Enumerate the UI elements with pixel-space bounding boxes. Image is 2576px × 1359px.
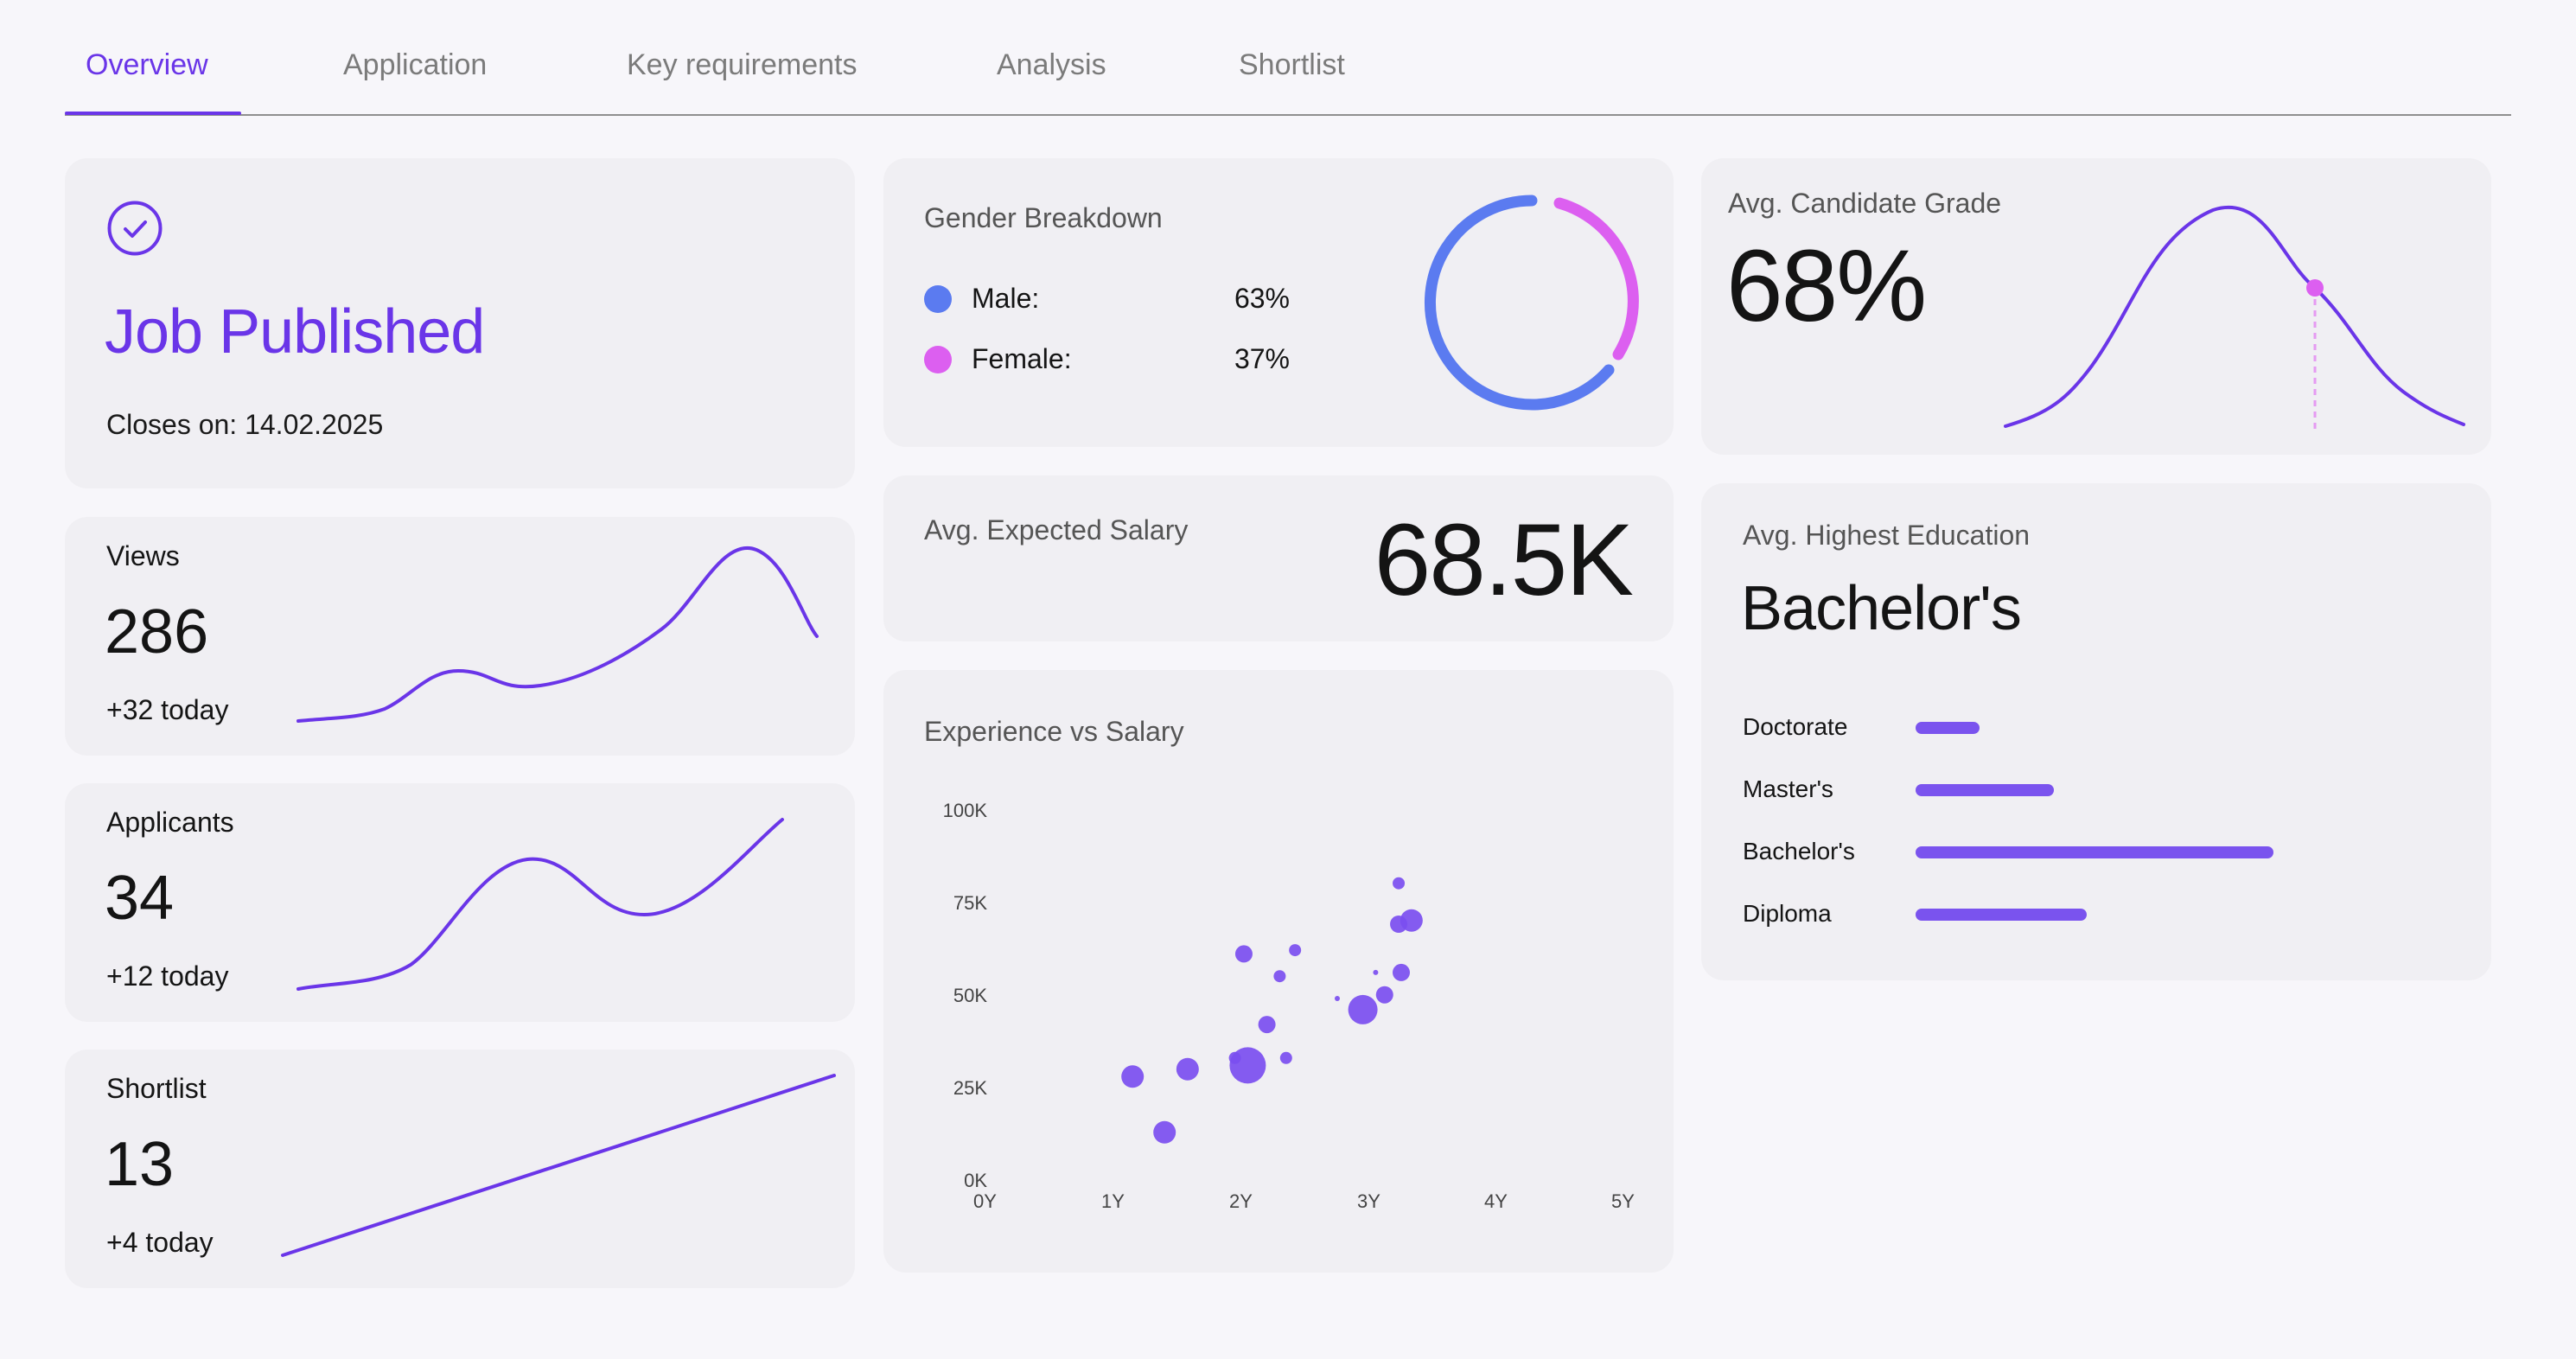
- education-label-diploma: Diploma: [1743, 900, 1832, 927]
- views-delta: +32 today: [106, 694, 229, 725]
- education-title: Avg. Highest Education: [1743, 520, 2031, 551]
- education-bar-masters: [1916, 784, 2054, 796]
- education-label-masters: Master's: [1743, 775, 1833, 802]
- education-bar-diploma: [1916, 909, 2087, 921]
- scatter-point: [1393, 963, 1410, 981]
- tab-shortlist[interactable]: Shortlist: [1239, 48, 1345, 81]
- grade-title: Avg. Candidate Grade: [1728, 188, 2002, 219]
- scatter-point: [1153, 1120, 1176, 1144]
- experience-salary-card: Experience vs Salary 100K 75K 50K 25K 0K…: [883, 670, 1674, 1273]
- scatter-point: [1258, 1016, 1276, 1034]
- male-legend-dot: [924, 285, 952, 313]
- closing-date: Closes on: 14.02.2025: [106, 409, 384, 440]
- salary-title: Avg. Expected Salary: [924, 514, 1189, 546]
- male-value: 63%: [1234, 283, 1290, 314]
- views-label: Views: [106, 540, 180, 571]
- male-label: Male:: [972, 283, 1040, 314]
- applicants-card: Applicants 34 +12 today: [65, 783, 855, 1022]
- scatter-point: [1121, 1065, 1145, 1088]
- x-tick: 1Y: [1101, 1190, 1125, 1212]
- x-tick: 2Y: [1229, 1190, 1253, 1212]
- x-tick: 4Y: [1484, 1190, 1508, 1212]
- tab-analysis[interactable]: Analysis: [997, 48, 1106, 81]
- x-tick: 3Y: [1357, 1190, 1380, 1212]
- y-tick: 50K: [953, 985, 987, 1006]
- y-tick: 100K: [942, 800, 987, 821]
- salary-card: Avg. Expected Salary 68.5K: [883, 475, 1674, 641]
- views-value: 286: [105, 597, 209, 667]
- scatter-point: [1393, 877, 1406, 890]
- active-tab-indicator: [65, 112, 241, 115]
- male-arc: [1425, 195, 1615, 411]
- salary-value: 68.5K: [1374, 503, 1634, 617]
- job-status-title: Job Published: [105, 297, 485, 367]
- y-tick: 25K: [953, 1077, 987, 1099]
- scatter-point: [1335, 996, 1340, 1001]
- shortlist-label: Shortlist: [106, 1073, 207, 1104]
- job-status-card: Job Published Closes on: 14.02.2025: [65, 158, 855, 488]
- education-bar-bachelors: [1916, 846, 2273, 858]
- shortlist-card: Shortlist 13 +4 today: [65, 1050, 855, 1288]
- female-legend-dot: [924, 346, 952, 373]
- gender-breakdown-card: Gender Breakdown Male: 63% Female: 37%: [883, 158, 1674, 447]
- y-tick: 75K: [953, 892, 987, 914]
- education-value: Bachelor's: [1741, 574, 2022, 643]
- scatter-point: [1279, 1051, 1292, 1064]
- scatter-point: [1375, 986, 1393, 1004]
- education-bar-doctorate: [1916, 722, 1980, 734]
- tab-key-requirements[interactable]: Key requirements: [627, 48, 858, 81]
- gender-title: Gender Breakdown: [924, 202, 1163, 233]
- applicants-label: Applicants: [106, 807, 234, 838]
- shortlist-sparkline: [281, 1074, 836, 1257]
- education-label-doctorate: Doctorate: [1743, 713, 1848, 740]
- views-card: Views 286 +32 today: [65, 517, 855, 756]
- grade-distribution-curve: [2004, 206, 2465, 431]
- x-axis-ticks: 0Y 1Y 2Y 3Y 4Y 5Y: [973, 1190, 1665, 1216]
- y-tick: 0K: [964, 1170, 987, 1191]
- scatter-point: [1348, 994, 1378, 1024]
- gender-donut-chart: [1425, 195, 1639, 411]
- scatter-point: [1234, 945, 1253, 963]
- tab-overview[interactable]: Overview: [86, 48, 208, 81]
- check-circle-icon: [107, 201, 163, 256]
- y-axis-ticks: 100K 75K 50K 25K 0K: [918, 800, 987, 1191]
- candidate-grade-card: Avg. Candidate Grade 68%: [1701, 158, 2491, 455]
- scatter-point: [1273, 970, 1286, 983]
- x-tick: 0Y: [973, 1190, 997, 1212]
- chart-title: Experience vs Salary: [924, 716, 1184, 747]
- education-card: Avg. Highest Education Bachelor's Doctor…: [1701, 483, 2491, 980]
- scatter-point: [1373, 969, 1379, 975]
- views-sparkline: [296, 546, 819, 723]
- applicants-sparkline: [296, 818, 784, 991]
- applicants-value: 34: [105, 864, 175, 933]
- tab-application[interactable]: Application: [343, 48, 488, 81]
- shortlist-delta: +4 today: [106, 1227, 214, 1258]
- scatter-point: [1400, 909, 1423, 932]
- female-label: Female:: [972, 343, 1072, 374]
- tab-bar: Overview Application Key requirements An…: [65, 0, 2511, 116]
- grade-value: 68%: [1726, 229, 1927, 343]
- grade-marker-dot: [2306, 279, 2324, 297]
- education-label-bachelors: Bachelor's: [1743, 838, 1855, 865]
- scatter-plot: [1121, 877, 1423, 1144]
- scatter-point: [1176, 1057, 1199, 1081]
- scatter-point: [1229, 1047, 1266, 1084]
- female-arc: [1553, 197, 1639, 360]
- shortlist-value: 13: [105, 1130, 175, 1199]
- x-tick: 5Y: [1611, 1190, 1635, 1212]
- scatter-point: [1289, 944, 1302, 957]
- female-value: 37%: [1234, 343, 1290, 374]
- applicants-delta: +12 today: [106, 960, 229, 992]
